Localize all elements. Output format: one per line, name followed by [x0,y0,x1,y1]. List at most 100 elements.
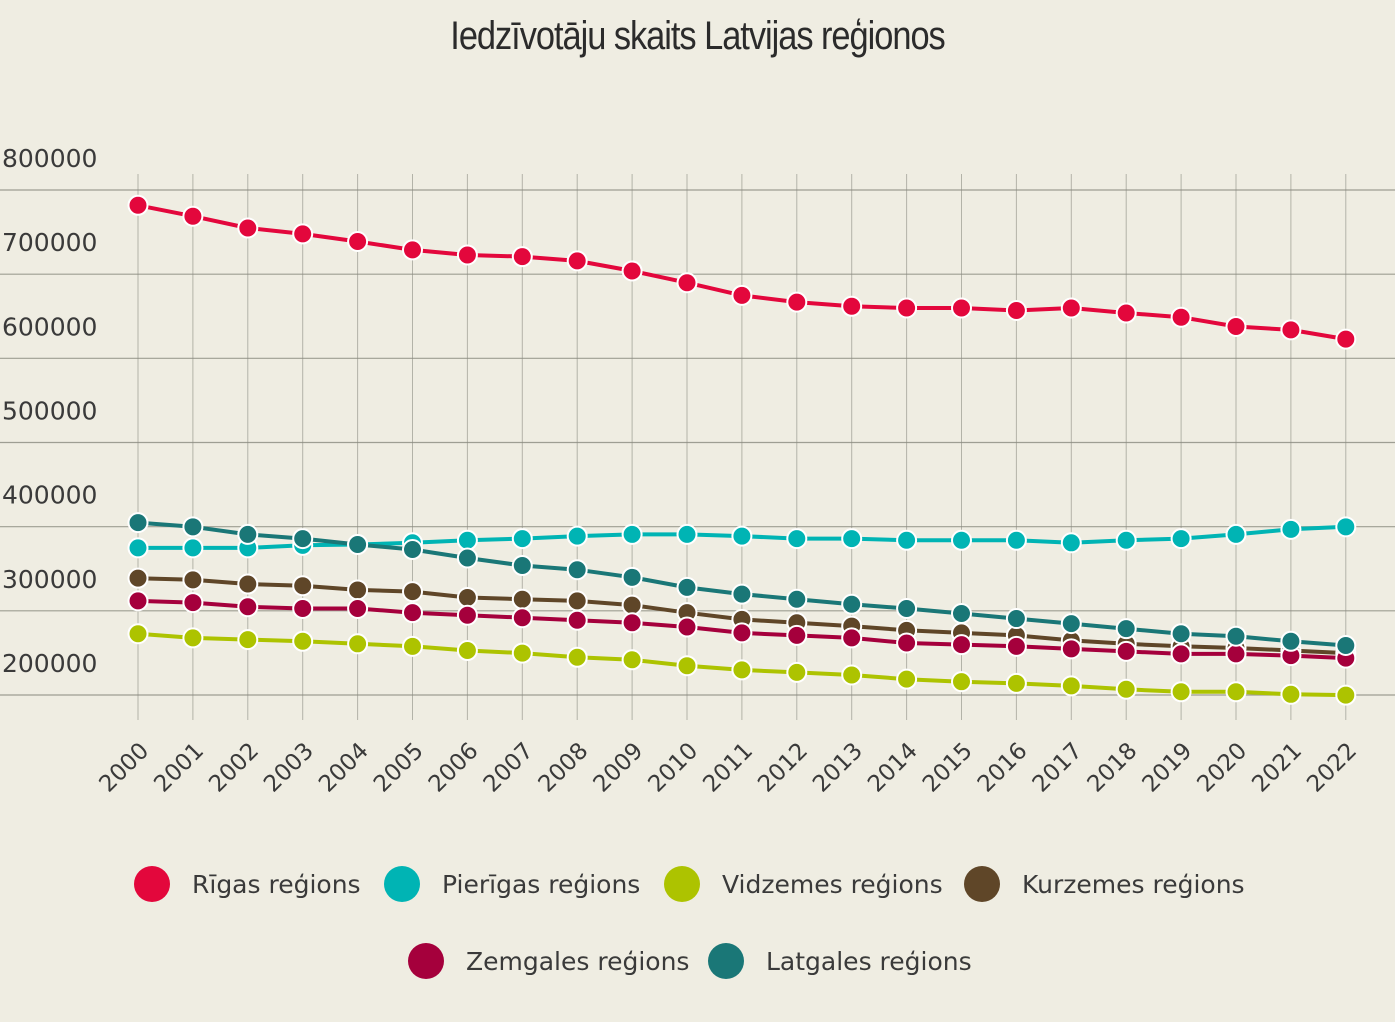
data-point[interactable] [347,597,369,619]
data-point[interactable] [1280,518,1302,540]
data-point[interactable] [951,297,972,319]
data-point[interactable] [1005,608,1027,630]
data-point[interactable] [566,250,588,272]
data-point[interactable] [347,533,369,555]
data-point[interactable] [182,569,204,591]
data-point[interactable] [1005,672,1027,694]
legend-item[interactable]: Rīgas reģions [134,866,361,902]
data-point[interactable] [841,528,863,550]
data-point[interactable] [127,194,149,216]
data-point[interactable] [1115,529,1137,551]
data-point[interactable] [127,537,149,559]
data-point[interactable] [1170,528,1192,550]
data-point[interactable] [621,260,643,282]
data-point[interactable] [676,655,698,677]
data-point[interactable] [841,593,863,615]
data-point[interactable] [676,523,698,545]
data-point[interactable] [292,223,314,245]
data-point[interactable] [511,528,533,550]
data-point[interactable] [182,205,204,227]
data-point[interactable] [237,217,259,239]
data-point[interactable] [1060,613,1082,635]
data-point[interactable] [731,284,753,306]
data-point[interactable] [731,659,753,681]
data-point[interactable] [127,590,149,612]
data-point[interactable] [1060,297,1082,319]
data-point[interactable] [1225,681,1247,703]
data-point[interactable] [182,627,204,649]
data-point[interactable] [292,528,314,550]
data-point[interactable] [1005,635,1027,657]
data-point[interactable] [456,604,478,626]
data-point[interactable] [347,579,369,601]
data-point[interactable] [237,523,259,545]
data-point[interactable] [1280,683,1302,705]
data-point[interactable] [621,594,643,616]
data-point[interactable] [566,646,588,668]
data-point[interactable] [456,640,478,662]
data-point[interactable] [182,516,204,538]
data-point[interactable] [566,609,588,631]
data-point[interactable] [237,573,259,595]
data-point[interactable] [951,634,972,656]
data-point[interactable] [1115,640,1137,662]
data-point[interactable] [676,272,698,294]
data-point[interactable] [621,612,643,634]
data-point[interactable] [237,596,259,618]
legend-item[interactable]: Kurzemes reģions [964,866,1245,902]
data-point[interactable] [1170,306,1192,328]
data-point[interactable] [676,616,698,638]
data-point[interactable] [841,295,863,317]
data-point[interactable] [1115,302,1137,324]
data-point[interactable] [1225,643,1247,665]
data-point[interactable] [1170,623,1192,645]
data-point[interactable] [1280,630,1302,652]
data-point[interactable] [1115,618,1137,640]
data-point[interactable] [1335,634,1357,656]
data-point[interactable] [402,635,423,657]
data-point[interactable] [841,627,863,649]
data-point[interactable] [456,529,478,551]
data-point[interactable] [456,547,478,569]
data-point[interactable] [951,529,972,551]
data-point[interactable] [786,528,808,550]
data-point[interactable] [841,664,863,686]
data-point[interactable] [347,230,369,252]
data-point[interactable] [1225,316,1247,337]
data-point[interactable] [402,602,423,624]
data-point[interactable] [182,592,204,614]
data-point[interactable] [1060,638,1082,660]
data-point[interactable] [1225,625,1247,647]
data-point[interactable] [786,291,808,313]
data-point[interactable] [402,239,423,261]
data-point[interactable] [566,559,588,581]
data-point[interactable] [402,581,423,603]
data-point[interactable] [292,575,314,597]
data-point[interactable] [676,576,698,598]
data-point[interactable] [786,588,808,610]
data-point[interactable] [127,512,149,534]
data-point[interactable] [511,642,533,664]
data-point[interactable] [347,633,369,655]
data-point[interactable] [896,297,918,319]
data-point[interactable] [621,649,643,671]
data-point[interactable] [511,607,533,629]
data-point[interactable] [731,583,753,605]
data-point[interactable] [896,597,918,619]
data-point[interactable] [1335,328,1357,350]
legend-item[interactable]: Zemgales reģions [408,943,689,979]
data-point[interactable] [237,629,259,651]
data-point[interactable] [1225,523,1247,545]
data-point[interactable] [456,587,478,609]
data-point[interactable] [511,246,533,268]
legend-item[interactable]: Vidzemes reģions [664,866,943,902]
data-point[interactable] [511,588,533,610]
data-point[interactable] [731,622,753,644]
data-point[interactable] [182,537,204,559]
data-point[interactable] [896,529,918,551]
data-point[interactable] [896,668,918,690]
data-point[interactable] [1115,678,1137,700]
data-point[interactable] [402,539,423,561]
data-point[interactable] [292,630,314,652]
data-point[interactable] [786,624,808,646]
